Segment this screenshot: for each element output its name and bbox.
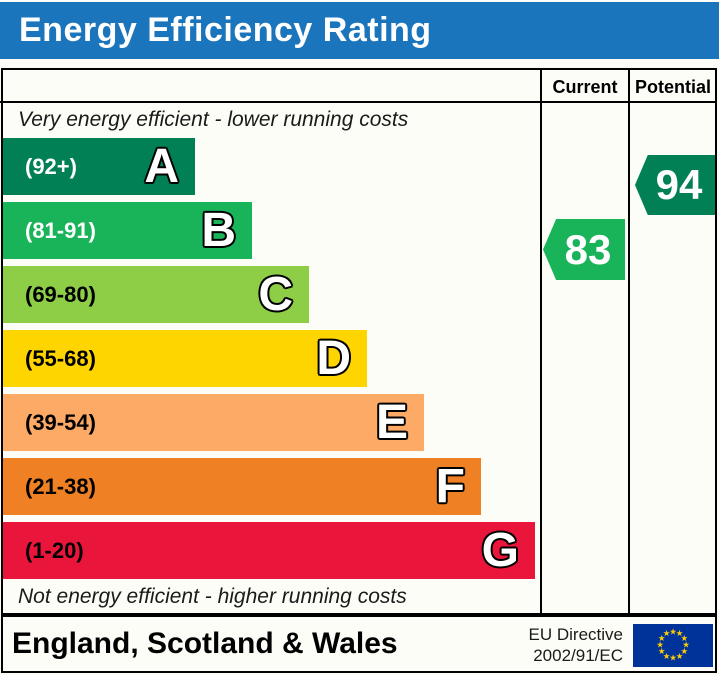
svg-text:★: ★ <box>669 654 677 664</box>
current-rating-arrow: 83 <box>543 219 625 280</box>
band-b-bar: (81-91) B <box>3 202 252 259</box>
svg-text:★: ★ <box>663 652 671 662</box>
band-f-range: (21-38) <box>25 473 96 499</box>
potential-column-divider <box>628 68 630 615</box>
bottom-note: Not energy efficient - higher running co… <box>18 585 407 608</box>
band-c-range: (69-80) <box>25 281 96 307</box>
band-d-range: (55-68) <box>25 345 96 371</box>
band-b-letter: B <box>201 204 236 257</box>
band-c-letter: C <box>258 268 293 321</box>
band-f-letter: F <box>435 460 465 513</box>
header-divider-line <box>0 101 717 103</box>
svg-text:★: ★ <box>663 629 671 639</box>
top-note: Very energy efficient - lower running co… <box>18 108 409 131</box>
band-g-range: (1-20) <box>25 537 84 563</box>
band-c-bar: (69-80) C <box>3 266 309 323</box>
eu-directive-label: EU Directive 2002/91/EC <box>529 624 623 666</box>
chart-title-bar: Energy Efficiency Rating <box>0 2 719 59</box>
band-e-bar: (39-54) E <box>3 394 424 451</box>
band-a-letter: A <box>144 140 179 193</box>
band-g-bar: (1-20) G <box>3 522 535 579</box>
svg-text:★: ★ <box>680 634 688 644</box>
svg-text:★: ★ <box>658 634 666 644</box>
band-a-range: (92+) <box>25 153 77 179</box>
svg-text:★: ★ <box>676 629 684 639</box>
current-rating-value: 83 <box>564 225 612 273</box>
footer-bar: England, Scotland & Wales EU Directive 2… <box>1 615 717 673</box>
eu-directive-line2: 2002/91/EC <box>533 646 623 665</box>
band-g-letter: G <box>481 524 519 577</box>
eu-directive-line1: EU Directive <box>528 625 623 644</box>
chart-title: Energy Efficiency Rating <box>19 11 432 49</box>
svg-text:★: ★ <box>656 641 664 651</box>
potential-rating-arrow: 94 <box>635 155 715 215</box>
current-column-divider <box>540 68 542 615</box>
band-e-letter: E <box>375 396 408 449</box>
band-d-bar: (55-68) D <box>3 330 367 387</box>
eu-flag-icon: ★ ★ ★ ★ ★ ★ ★ ★ ★ ★ ★ ★ <box>633 624 713 667</box>
band-f-bar: (21-38) F <box>3 458 481 515</box>
column-header-current: Current <box>552 77 618 97</box>
band-a-bar: (92+) A <box>3 138 195 195</box>
region-label: England, Scotland & Wales <box>12 627 398 660</box>
column-header-potential: Potential <box>634 77 711 97</box>
band-d-letter: D <box>316 332 351 385</box>
svg-text:★: ★ <box>658 647 666 657</box>
svg-text:★: ★ <box>669 628 677 638</box>
potential-rating-value: 94 <box>655 161 703 208</box>
svg-text:★: ★ <box>676 652 684 662</box>
svg-text:★: ★ <box>682 641 690 651</box>
svg-text:★: ★ <box>680 647 688 657</box>
band-e-range: (39-54) <box>25 409 96 435</box>
band-b-range: (81-91) <box>25 217 96 243</box>
